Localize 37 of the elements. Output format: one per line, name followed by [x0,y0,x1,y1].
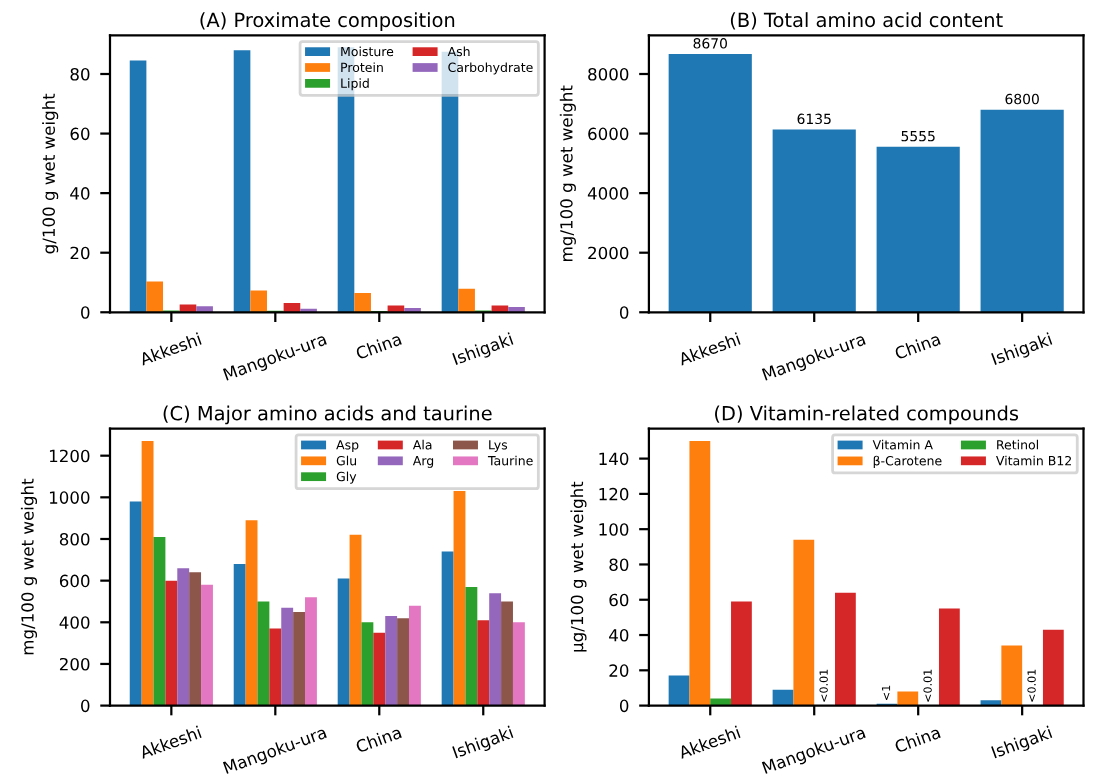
y-tick-label: 60 [70,127,90,141]
y-tick-label: 120 [599,487,629,501]
y-tick-label: 600 [59,574,90,588]
y-axis-title: mg/100 g wet weight [20,478,38,655]
y-tick-label: 140 [599,452,629,466]
y-tick-label: 60 [609,593,629,607]
y-tick-label: 40 [609,628,629,642]
x-tick-label: China [893,725,941,754]
y-axis-title: mg/100 g wet weight [559,85,576,261]
y-tick-label: 6000 [588,127,629,141]
y-tick-label: 400 [59,616,90,629]
y-tick-label: 20 [609,664,629,677]
y-tick-label: 4000 [587,187,629,200]
x-tick-label: China [355,332,402,360]
y-tick-label: 40 [70,187,90,200]
chart-title: (A) Proximate composition [200,12,455,31]
y-tick-label: 0 [619,699,629,713]
y-tick-label: 0 [81,699,90,713]
chart-title: (B) Total amino acid content [730,12,1003,30]
y-tick-label: 800 [59,532,90,546]
y-tick-label: 20 [70,246,90,260]
x-tick-label: China [893,332,941,360]
y-tick-label: 80 [609,558,629,572]
y-tick-label: 8000 [588,67,629,81]
y-tick-label: 0 [81,306,90,319]
y-tick-label: 1200 [49,449,90,463]
x-tick-label: China [355,725,402,754]
y-tick-label: 200 [59,657,90,671]
y-axis-title: g/100 g wet weight [42,93,59,254]
y-tick-label: 100 [599,523,629,536]
y-axis-title: µg/100 g wet weight [570,481,587,652]
chart-title: (C) Major amino acids and taurine [163,405,492,425]
y-tick-label: 1000 [49,491,90,504]
y-tick-label: 2000 [588,246,629,260]
y-tick-label: 80 [70,67,90,81]
chart-title: (D) Vitamin-related compounds [715,405,1019,425]
y-tick-label: 0 [619,306,629,319]
